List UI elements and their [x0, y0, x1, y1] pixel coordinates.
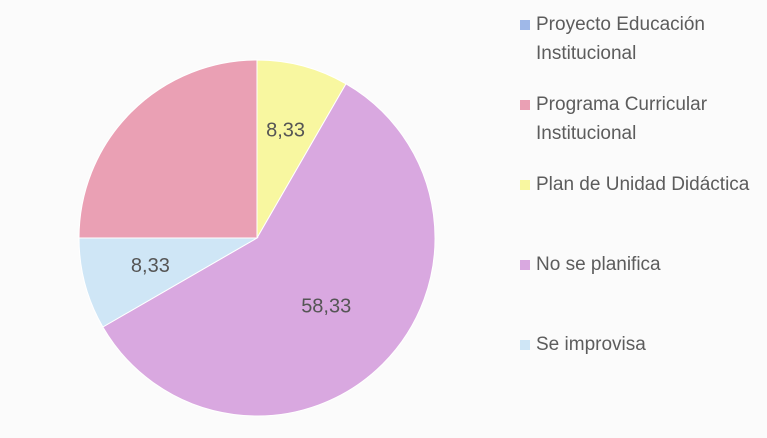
- legend-label: Proyecto Educación Institucional: [536, 14, 705, 64]
- legend-swatch: [520, 260, 530, 270]
- pie-slice: [78, 59, 258, 239]
- pie-slice: [78, 237, 259, 328]
- legend-swatch: [520, 100, 530, 110]
- pie-slice: [256, 59, 347, 240]
- data-label: 58,33: [301, 296, 351, 318]
- legend-item: Plan de Unidad Didáctica: [520, 170, 760, 250]
- data-label: 8,33: [131, 255, 170, 277]
- legend-label: Se improvisa: [536, 334, 646, 355]
- legend-label: Programa Curricular Institucional: [536, 94, 708, 144]
- legend: Proyecto Educación Institucional Programa…: [520, 10, 760, 410]
- legend-swatch: [520, 180, 530, 190]
- pie-slice: [102, 83, 436, 417]
- legend-swatch: [520, 340, 530, 350]
- legend-swatch: [520, 20, 530, 30]
- legend-item: Programa Curricular Institucional: [520, 90, 760, 170]
- legend-item: Proyecto Educación Institucional: [520, 10, 760, 90]
- legend-label: No se planifica: [536, 254, 661, 275]
- legend-item: No se planifica: [520, 250, 760, 330]
- legend-label: Plan de Unidad Didáctica: [536, 174, 750, 195]
- legend-item: Se improvisa: [520, 330, 760, 410]
- data-label: 8,33: [266, 120, 305, 142]
